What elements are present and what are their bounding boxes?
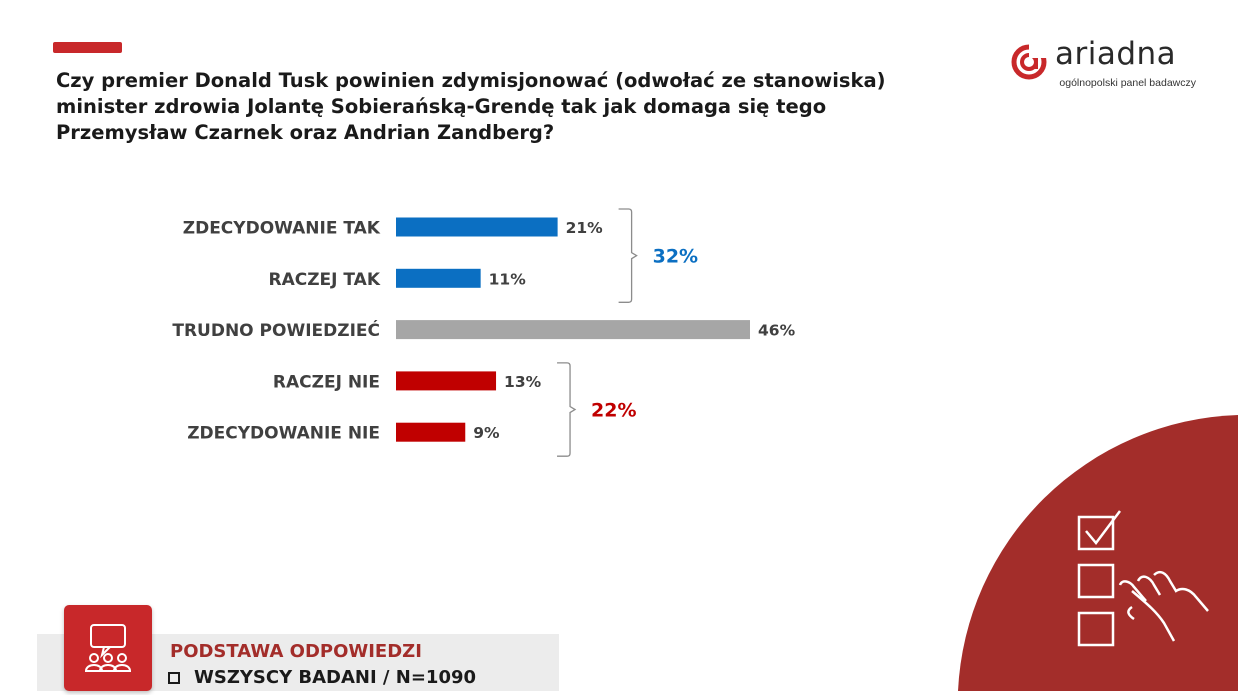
category-label: ZDECYDOWANIE TAK bbox=[183, 219, 381, 239]
bar bbox=[396, 320, 750, 340]
group-bracket bbox=[557, 362, 577, 457]
respondents-icon-box bbox=[64, 605, 152, 691]
data-label: 21% bbox=[566, 219, 604, 237]
bar bbox=[396, 268, 481, 288]
category-label: TRUDNO POWIEDZIEĆ bbox=[172, 319, 380, 341]
logo-mark-icon bbox=[1011, 44, 1049, 80]
checklist-icon bbox=[1077, 510, 1209, 647]
bar bbox=[396, 217, 558, 237]
category-label: RACZEJ TAK bbox=[268, 270, 380, 290]
logo-wordmark: ariadna bbox=[1055, 36, 1177, 72]
checkbox-icon bbox=[168, 671, 180, 684]
bar bbox=[396, 371, 497, 391]
title-accent-bar bbox=[53, 42, 122, 53]
respondents-icon bbox=[84, 624, 132, 672]
group-total-label: 22% bbox=[591, 400, 636, 422]
group-total-label: 32% bbox=[653, 246, 698, 268]
basis-title: PODSTAWA ODPOWIEDZI bbox=[170, 641, 422, 662]
data-label: 11% bbox=[489, 270, 527, 288]
data-label: 46% bbox=[758, 322, 796, 340]
question-title: Czy premier Donald Tusk powinien zdymisj… bbox=[56, 69, 886, 144]
category-label: RACZEJ NIE bbox=[273, 372, 380, 392]
basis-value: WSZYSCY BADANI / N=1090 bbox=[194, 667, 477, 688]
logo-tagline: ogólnopolski panel badawczy bbox=[1059, 77, 1196, 89]
category-label: ZDECYDOWANIE NIE bbox=[187, 424, 380, 444]
data-label: 9% bbox=[473, 424, 500, 442]
group-bracket bbox=[618, 208, 638, 303]
basis-row: WSZYSCY BADANI / N=1090 bbox=[168, 667, 476, 688]
corner-decoration bbox=[958, 415, 1238, 691]
ariadna-logo: ariadna ogólnopolski panel badawczy bbox=[1010, 36, 1200, 92]
data-label: 13% bbox=[504, 373, 542, 391]
bar bbox=[396, 422, 466, 442]
